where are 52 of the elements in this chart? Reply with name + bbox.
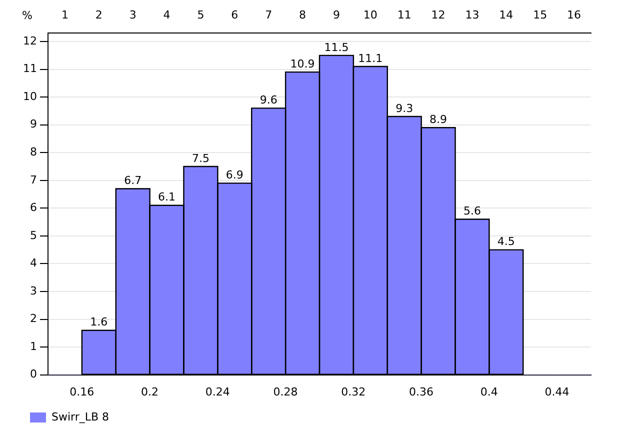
data-label: 6.7 <box>124 174 142 188</box>
x2-tick-label: 6 <box>231 8 238 22</box>
y-tick-label: 9 <box>30 118 37 131</box>
data-label: 9.6 <box>260 94 278 107</box>
data-label: 4.5 <box>497 235 515 248</box>
x2-tick-label: 2 <box>95 8 102 22</box>
x2-tick-label: 5 <box>197 8 204 22</box>
y-tick-label: 1 <box>30 340 37 353</box>
x-tick-label: 0.16 <box>70 385 94 398</box>
x2-tick-label: 7 <box>265 8 272 22</box>
x-tick-label: 0.28 <box>273 385 298 398</box>
x-tick-label: 0.36 <box>409 385 434 398</box>
y-tick-label: 7 <box>30 173 37 186</box>
x-tick-label: 0.32 <box>341 385 366 398</box>
data-label: 5.6 <box>463 204 481 218</box>
x2-tick-label: 9 <box>332 8 340 22</box>
x2-tick-label: 13 <box>465 8 480 22</box>
legend-label: Swirr_LB 8 <box>52 410 110 424</box>
data-label: 11.5 <box>324 40 349 54</box>
y-tick-label: 12 <box>22 34 37 48</box>
x-tick-label: 0.24 <box>205 385 230 398</box>
x2-tick-label: 4 <box>163 8 170 22</box>
y-tick-label: 5 <box>30 228 37 242</box>
y-tick-label: 2 <box>30 312 37 326</box>
data-label: 6.9 <box>226 168 244 182</box>
x2-tick-label: 3 <box>129 8 136 22</box>
data-label: 1.6 <box>90 316 108 329</box>
y-tick-label: 4 <box>30 256 37 270</box>
data-label: 9.3 <box>396 102 414 115</box>
data-label: 8.9 <box>430 112 448 126</box>
y-tick-label: 6 <box>30 201 37 214</box>
data-label: 11.1 <box>358 52 383 65</box>
x2-tick-label: 8 <box>299 8 306 22</box>
x-tick-label: 0.2 <box>141 385 159 398</box>
x2-tick-label: 10 <box>363 8 378 22</box>
y-tick-label: 0 <box>30 368 37 381</box>
x2-tick-label: 12 <box>431 8 446 22</box>
y-axis-title: % <box>22 8 32 22</box>
x2-tick-label: 15 <box>533 8 548 22</box>
data-label: 10.9 <box>290 57 315 70</box>
y-tick-label: 3 <box>30 284 37 298</box>
x2-tick-label: 16 <box>567 8 582 22</box>
x2-tick-label: 1 <box>61 8 68 22</box>
data-label: 6.1 <box>158 190 176 204</box>
x2-tick-label: 14 <box>499 8 514 22</box>
x-tick-label: 0.44 <box>544 385 570 398</box>
data-label: 7.5 <box>192 152 210 165</box>
y-tick-label: 11 <box>22 62 37 76</box>
x2-tick-label: 11 <box>397 8 412 22</box>
y-tick-label: 8 <box>30 145 37 158</box>
y-tick-label: 10 <box>22 90 37 103</box>
x-tick-label: 0.4 <box>480 385 498 398</box>
